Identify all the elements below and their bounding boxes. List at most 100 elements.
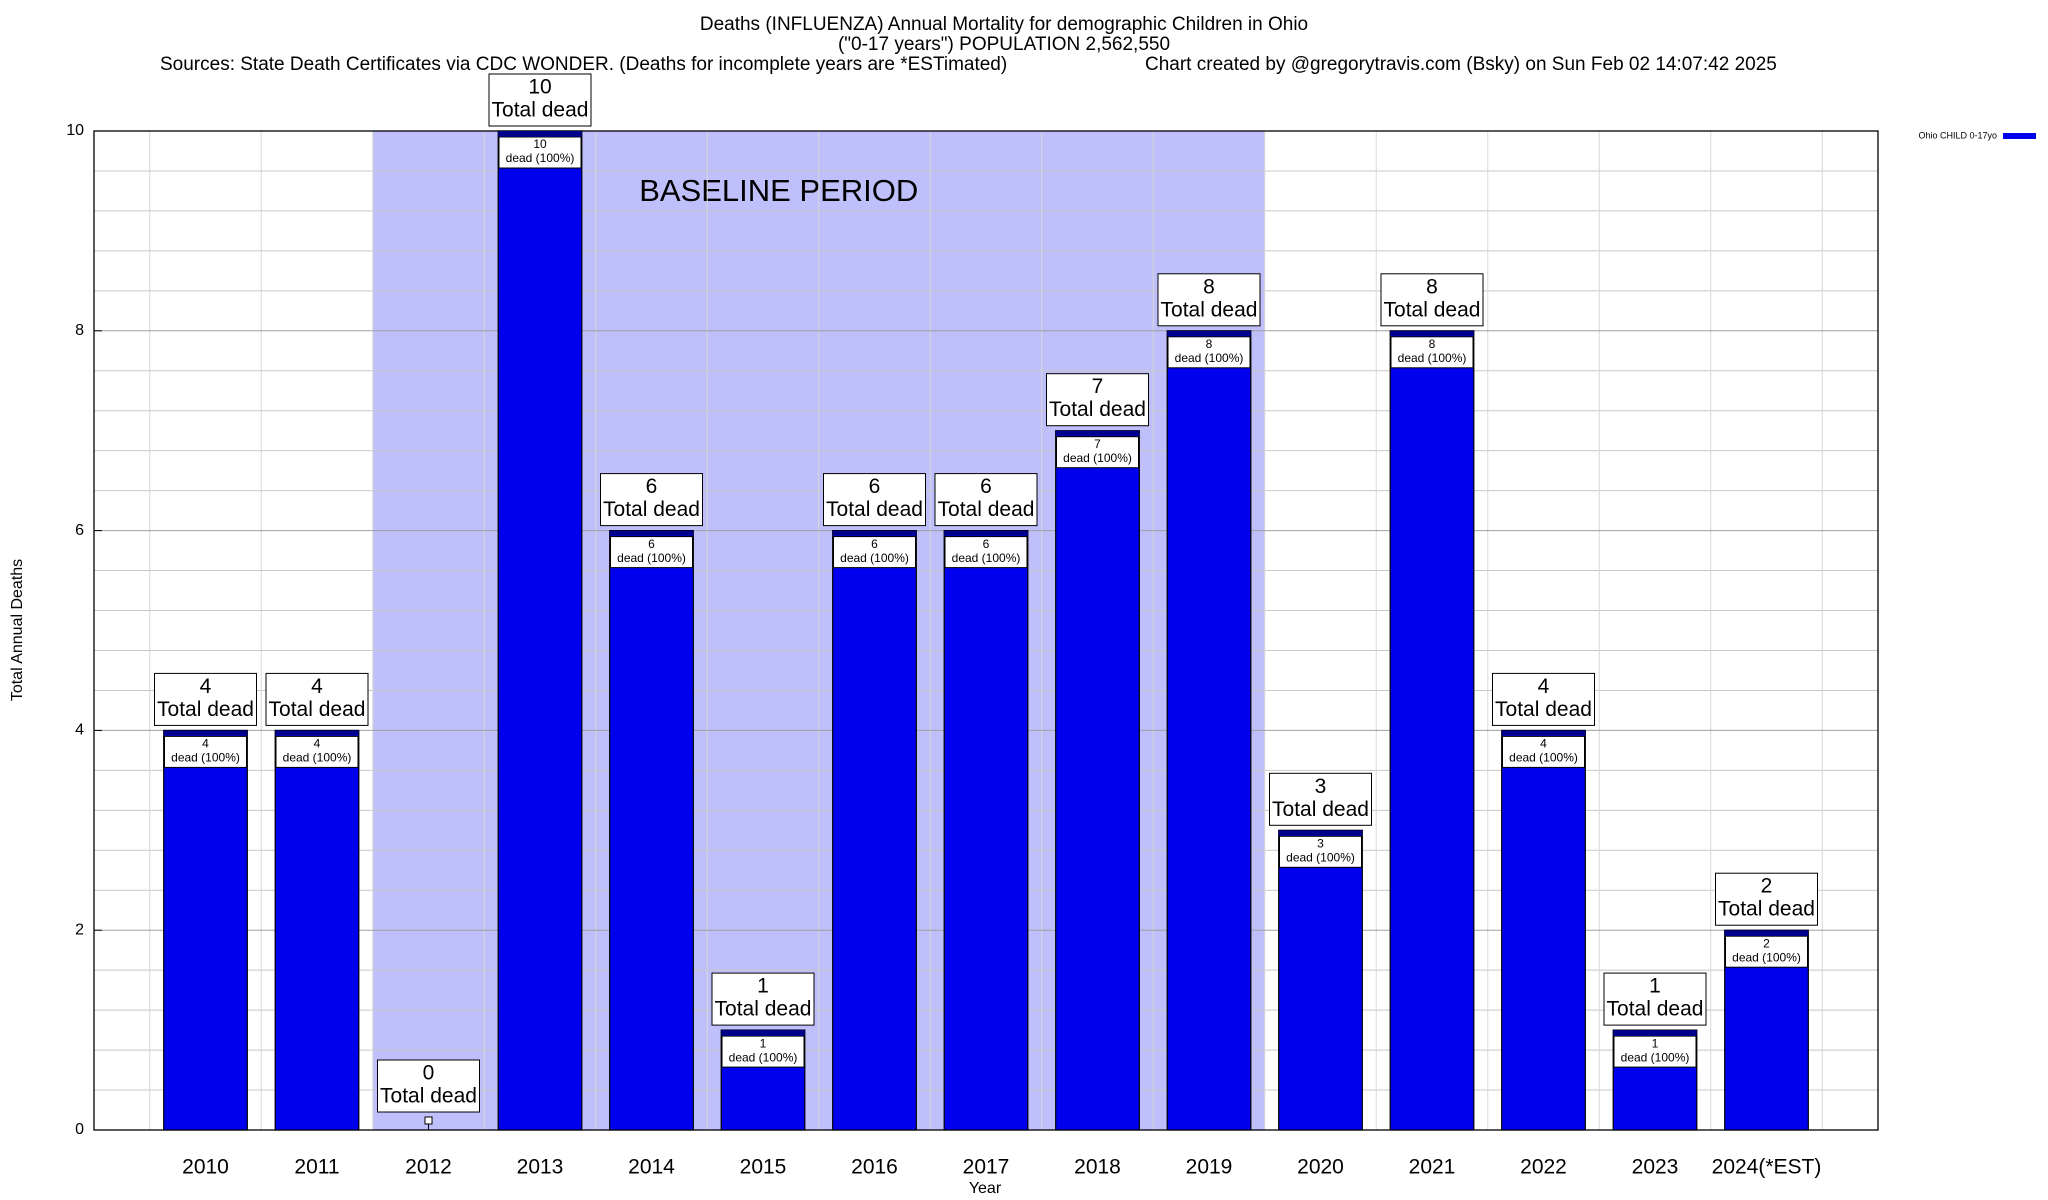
x-tick-label: 2013 xyxy=(517,1156,564,1179)
total-value-label: 0 xyxy=(423,1062,435,1085)
total-note-label: Total dead xyxy=(1607,998,1704,1021)
total-value-label: 10 xyxy=(528,76,551,99)
inner-value-label: 10 xyxy=(533,137,547,151)
inner-note-label: dead (100%) xyxy=(617,551,686,565)
total-note-label: Total dead xyxy=(826,498,923,521)
bar-cap xyxy=(1613,1030,1697,1036)
bar-cap xyxy=(609,530,694,536)
inner-label-box xyxy=(833,536,916,569)
bar xyxy=(1278,829,1363,1131)
inner-note-label: dead (100%) xyxy=(729,1050,798,1064)
bar xyxy=(609,529,694,1131)
y-tick-label: 10 xyxy=(66,122,84,139)
total-value-label: 1 xyxy=(757,975,769,998)
inner-value-label: 4 xyxy=(314,737,321,751)
bar-cap xyxy=(944,530,1028,536)
total-value-label: 1 xyxy=(1649,975,1661,998)
total-note-label: Total dead xyxy=(1495,698,1592,721)
inner-label-box xyxy=(1167,336,1251,369)
inner-note-label: dead (100%) xyxy=(840,551,909,565)
total-note-label: Total dead xyxy=(157,698,254,721)
total-label-box xyxy=(154,672,257,726)
total-note-label: Total dead xyxy=(492,99,589,122)
bar-cap xyxy=(1501,730,1586,736)
x-tick-label: 2011 xyxy=(294,1156,339,1179)
x-tick-label: 2020 xyxy=(1297,1156,1344,1179)
total-note-label: Total dead xyxy=(1049,398,1146,421)
inner-label-box xyxy=(164,735,247,768)
inner-note-label: dead (100%) xyxy=(1621,1050,1690,1064)
shaded-region-label: BASELINE PERIOD xyxy=(639,173,918,208)
inner-value-label: 6 xyxy=(648,537,655,551)
inner-value-label: 6 xyxy=(983,537,990,551)
x-tick-label: 2017 xyxy=(963,1156,1010,1179)
total-label-box xyxy=(1046,373,1149,427)
inner-value-label: 8 xyxy=(1429,337,1436,351)
inner-label-box xyxy=(1390,336,1474,369)
y-tick-label: 4 xyxy=(75,722,84,739)
inner-note-label: dead (100%) xyxy=(171,751,240,765)
total-label-box xyxy=(600,473,703,527)
bar xyxy=(163,729,248,1131)
total-label-box xyxy=(488,73,592,127)
inner-value-label: 7 xyxy=(1094,437,1101,451)
bar xyxy=(497,130,583,1131)
total-note-label: Total dead xyxy=(269,698,366,721)
inner-value-label: 8 xyxy=(1206,337,1213,351)
inner-label-box xyxy=(1502,735,1585,768)
x-tick-label: 2018 xyxy=(1074,1156,1121,1179)
inner-note-label: dead (100%) xyxy=(1063,451,1132,465)
inner-value-label: 4 xyxy=(202,737,209,751)
total-value-label: 3 xyxy=(1315,775,1327,798)
x-tick-label: 2010 xyxy=(182,1156,229,1179)
total-value-label: 4 xyxy=(1538,675,1550,698)
bar-cap xyxy=(1278,830,1363,836)
total-value-label: 4 xyxy=(200,675,212,698)
total-value-label: 4 xyxy=(311,675,323,698)
inner-note-label: dead (100%) xyxy=(952,551,1021,565)
total-note-label: Total dead xyxy=(715,998,812,1021)
x-tick-label: 2022 xyxy=(1520,1156,1567,1179)
y-tick-label: 2 xyxy=(75,921,84,938)
chart-title: Deaths (INFLUENZA) Annual Mortality for … xyxy=(700,14,1308,35)
bar-cap xyxy=(163,730,248,736)
inner-label-box xyxy=(721,1035,805,1068)
total-value-label: 6 xyxy=(869,475,881,498)
y-tick-label: 6 xyxy=(75,522,84,539)
bar xyxy=(1166,330,1252,1131)
total-note-label: Total dead xyxy=(938,498,1035,521)
bar-cap xyxy=(498,131,582,136)
inner-note-label: dead (100%) xyxy=(1732,950,1801,964)
inner-value-label: 4 xyxy=(1540,737,1547,751)
x-axis-label: Year xyxy=(969,1180,1002,1197)
total-value-label: 6 xyxy=(646,475,658,498)
total-label-box xyxy=(377,1059,480,1113)
total-value-label: 6 xyxy=(980,475,992,498)
inner-label-box xyxy=(1725,935,1808,968)
total-label-box xyxy=(934,473,1038,527)
inner-label-box xyxy=(498,136,582,169)
chart-subtitle: ("0-17 years") POPULATION 2,562,550 xyxy=(838,34,1170,55)
bar xyxy=(1501,729,1586,1131)
bar xyxy=(424,1116,433,1125)
inner-note-label: dead (100%) xyxy=(283,751,352,765)
total-label-box xyxy=(1492,672,1595,726)
total-note-label: Total dead xyxy=(380,1085,477,1108)
source-note: Sources: State Death Certificates via CD… xyxy=(160,54,1007,75)
inner-value-label: 6 xyxy=(871,537,878,551)
x-tick-label: 2014 xyxy=(628,1156,675,1179)
legend-label: Ohio CHILD 0-17yo xyxy=(1918,130,1997,140)
total-label-box xyxy=(1157,273,1261,327)
total-label-box xyxy=(711,972,815,1026)
bar-cap xyxy=(1167,330,1251,336)
bar xyxy=(1055,430,1140,1131)
x-tick-label: 2023 xyxy=(1632,1156,1679,1179)
total-note-label: Total dead xyxy=(1272,798,1369,821)
x-tick-label: 2024(*EST) xyxy=(1712,1156,1822,1179)
total-value-label: 8 xyxy=(1426,275,1438,298)
x-tick-label: 2016 xyxy=(851,1156,898,1179)
total-note-label: Total dead xyxy=(603,498,700,521)
total-label-box xyxy=(1603,972,1707,1026)
inner-value-label: 2 xyxy=(1763,936,1770,950)
x-tick-label: 2012 xyxy=(405,1156,452,1179)
